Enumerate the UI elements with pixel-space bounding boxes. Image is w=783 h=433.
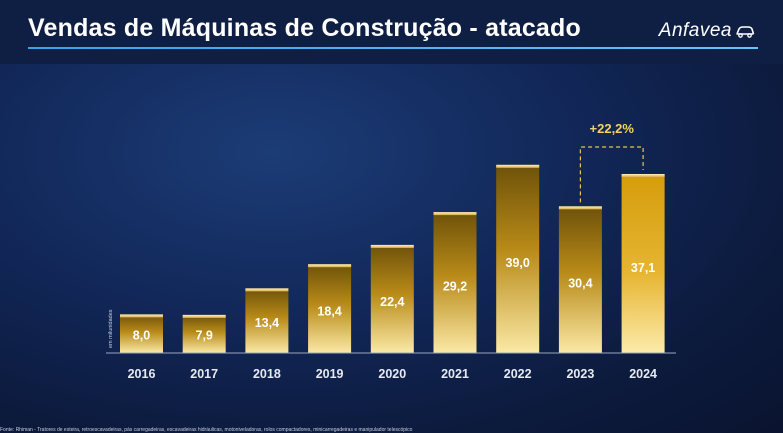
annotation-label: +22,2% [590, 121, 635, 136]
value-label-2023: 30,4 [568, 277, 592, 291]
bar-cap-2023 [558, 206, 602, 210]
bar-cap-2017 [182, 314, 226, 318]
title-underline [28, 47, 758, 49]
growth-annotation: +22,2% [579, 121, 644, 203]
x-tick-2018: 2018 [253, 367, 281, 381]
bar-rect-2021 [433, 212, 477, 353]
page-title: Vendas de Máquinas de Construção - ataca… [28, 14, 581, 42]
bar-cap-2024 [621, 173, 665, 177]
bar-cap-2021 [433, 212, 477, 216]
bar-rect-2022 [496, 164, 540, 353]
bar-rect-2016 [120, 314, 163, 353]
x-tick-2020: 2020 [378, 367, 406, 381]
brand-logo: Anfavea [659, 20, 755, 42]
y-axis-label: em milunidades [108, 309, 114, 348]
source-footnote: Fonte: Rhiman - Tratores de esteira, ret… [0, 427, 413, 433]
bar-2022: 39,0 2022 [496, 164, 540, 381]
bar-rect-2024 [621, 173, 665, 353]
x-tick-2019: 2019 [316, 367, 344, 381]
x-tick-2021: 2021 [441, 367, 469, 381]
car-icon [736, 26, 755, 38]
bar-rect-2017 [182, 314, 226, 353]
bar-cap-2018 [245, 288, 289, 292]
bar-rect-2020 [370, 244, 414, 353]
x-tick-2023: 2023 [566, 367, 594, 381]
x-tick-2022: 2022 [504, 367, 532, 381]
x-tick-2017: 2017 [190, 367, 218, 381]
header-bar: Vendas de Máquinas de Construção - ataca… [0, 0, 783, 64]
value-label-2018: 13,4 [255, 316, 279, 330]
bar-2021: 29,2 2021 [433, 212, 477, 381]
bar-cap-2022 [496, 164, 540, 168]
value-label-2016: 8,0 [133, 328, 150, 342]
bar-2020: 22,4 2020 [370, 244, 414, 381]
bar-rect-2018 [245, 288, 289, 353]
value-label-2024: 37,1 [631, 261, 655, 275]
bar-rect-2019 [308, 264, 352, 353]
bar-rect-2023 [558, 206, 602, 353]
bar-2016: 8,0 2016 [120, 314, 163, 381]
value-label-2022: 39,0 [506, 256, 530, 270]
value-label-2021: 29,2 [443, 279, 467, 293]
bar-2023: 30,4 2023 [558, 206, 602, 381]
bar-cap-2016 [120, 314, 163, 318]
bar-2018: 13,4 2018 [245, 288, 289, 381]
brand-name: Anfavea [658, 20, 732, 41]
bar-2017: 7,9 2017 [182, 314, 226, 381]
value-label-2017: 7,9 [196, 329, 213, 343]
bar-cap-2019 [308, 264, 352, 268]
value-label-2019: 18,4 [317, 304, 341, 318]
bar-2024: 37,1 2024 [621, 173, 665, 381]
bar-cap-2020 [370, 244, 414, 248]
x-tick-2024: 2024 [629, 367, 657, 381]
value-label-2020: 22,4 [380, 295, 404, 309]
x-tick-2016: 2016 [128, 367, 156, 381]
bar-2019: 18,4 2019 [308, 264, 352, 381]
annotation-bracket [579, 146, 644, 203]
